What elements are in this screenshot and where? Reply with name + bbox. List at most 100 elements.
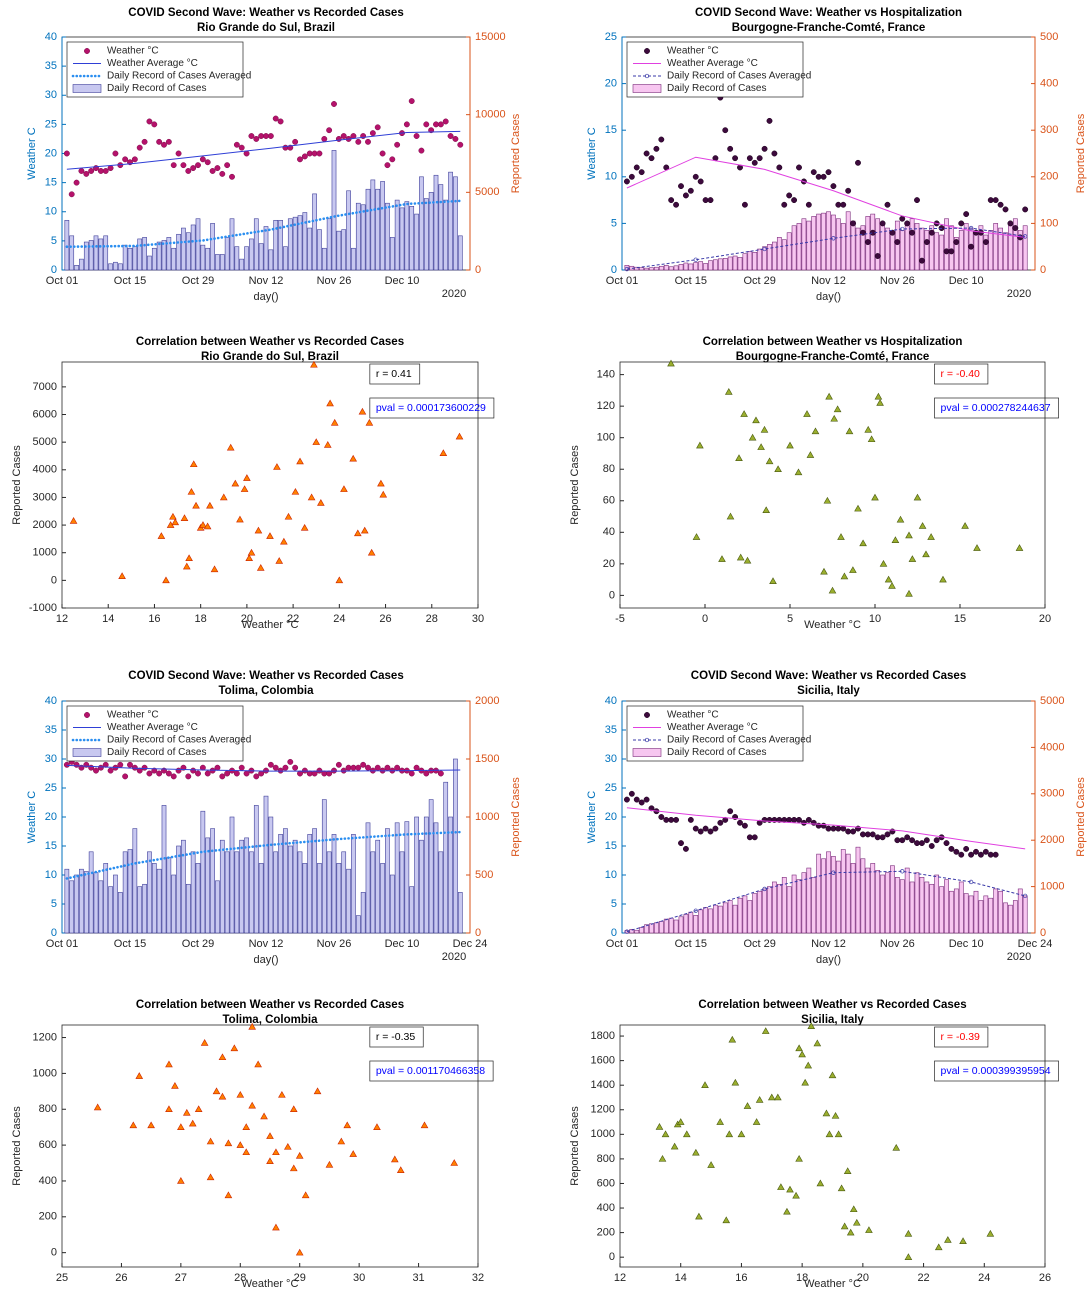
weather-point [992, 197, 999, 204]
y2-tick-label: 0 [1040, 927, 1046, 939]
x-year-label: 2020 [442, 288, 466, 300]
chart-subtitle: Tolima, Colombia [223, 1014, 319, 1026]
weather-point [272, 115, 279, 122]
bar [302, 212, 308, 271]
bar [845, 211, 851, 271]
y-tick-label: 40 [45, 695, 57, 707]
bar [292, 839, 298, 934]
annotation: r = 0.41 [376, 368, 412, 380]
bar [69, 880, 75, 934]
data-point [760, 425, 769, 433]
weather-point [638, 169, 645, 176]
bar [433, 822, 439, 934]
weather-point [365, 138, 371, 145]
weather-point [810, 819, 817, 826]
chart-subtitle: Rio Grande do Sul, Brazil [197, 22, 335, 34]
bar [880, 874, 885, 934]
data-point [811, 427, 820, 435]
data-point [165, 1105, 173, 1113]
bar [998, 227, 1003, 271]
x-tick-label: Dec 10 [949, 275, 984, 287]
x-tick-label: 30 [353, 1272, 365, 1284]
weather-point [165, 770, 172, 777]
weather-point [663, 816, 670, 823]
bar [801, 872, 807, 934]
x-tick-label: 26 [115, 1272, 127, 1284]
bar [283, 246, 288, 271]
legend-marker [644, 737, 650, 743]
weather-point [384, 764, 391, 771]
weather-point [316, 767, 323, 774]
weather-point [301, 767, 308, 774]
legend-label: Weather Average °C [107, 722, 198, 733]
weather-point [894, 239, 901, 245]
data-point [725, 1130, 734, 1138]
weather-point [918, 257, 925, 264]
weather-point [199, 156, 206, 163]
data-point [816, 1179, 825, 1187]
weather-point [889, 229, 896, 236]
bar [850, 220, 856, 271]
weather-point [224, 770, 231, 777]
bar [278, 219, 283, 271]
x-tick-label: Oct 01 [46, 275, 78, 287]
bar [156, 868, 162, 934]
bar [713, 259, 718, 271]
bar [826, 851, 831, 934]
x-tick-label: Oct 15 [675, 275, 707, 287]
weather-point [195, 162, 201, 169]
data-point [379, 490, 388, 498]
y2-tick-label: 5000 [475, 186, 499, 198]
y-axis-label: Reported Cases [11, 445, 23, 525]
legend-label: Daily Record of Cases Averaged [107, 735, 251, 746]
y2-tick-label: 100 [1040, 217, 1058, 229]
bar [171, 874, 177, 934]
bar [74, 874, 79, 934]
plot-frame [61, 1024, 479, 1268]
bar [409, 206, 415, 271]
data-point [840, 572, 849, 580]
y2-tick-label: 1000 [1040, 881, 1064, 893]
bar [375, 839, 381, 934]
weather-point [253, 773, 260, 780]
y-tick-label: 5 [51, 898, 57, 910]
legend-label: Weather Average °C [667, 58, 758, 69]
data-point [701, 1081, 709, 1088]
weather-point [810, 169, 817, 176]
line-marker [831, 870, 836, 875]
bar [375, 188, 381, 271]
data-point [743, 1102, 752, 1109]
bar [894, 220, 900, 271]
weather-point [682, 192, 689, 199]
x-tick-label: Dec 24 [453, 938, 488, 950]
y-tick-label: 4000 [33, 464, 57, 476]
bar [93, 235, 99, 271]
y2-tick-label: 2000 [475, 695, 499, 707]
bar [698, 261, 704, 271]
weather-point [97, 764, 104, 771]
weather-point [122, 156, 129, 163]
data-point [737, 1130, 746, 1138]
bar [963, 893, 969, 934]
data-point [830, 414, 839, 422]
y-tick-label: 25 [45, 782, 57, 794]
weather-point [874, 253, 881, 259]
y2-axis-label: Reported Cases [510, 113, 522, 193]
data-point [295, 1248, 304, 1256]
legend-marker [644, 48, 650, 54]
weather-point [928, 229, 935, 236]
bar [698, 909, 704, 934]
y2-tick-label: 300 [1040, 124, 1058, 136]
data-point [323, 441, 332, 448]
bar [385, 828, 390, 934]
bar [253, 805, 259, 934]
y-tick-label: 6000 [33, 408, 57, 420]
weather-point [914, 197, 920, 204]
y2-tick-label: 10000 [475, 109, 506, 121]
bar [74, 265, 79, 271]
data-point [874, 392, 883, 400]
data-point [845, 427, 854, 435]
data-point [224, 1191, 233, 1199]
weather-point [791, 816, 798, 823]
bar [683, 914, 689, 934]
